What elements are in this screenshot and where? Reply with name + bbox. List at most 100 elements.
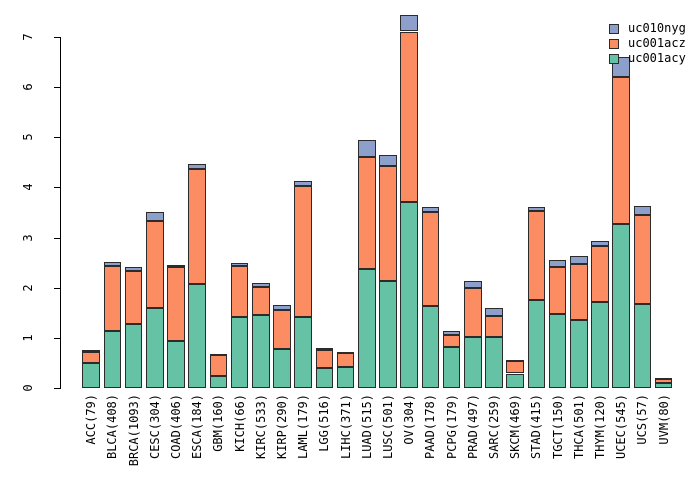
x-axis-label: LAML(179) — [296, 394, 311, 460]
y-tick-label: 6 — [21, 83, 35, 91]
x-axis-label: KIRC(533) — [253, 394, 268, 460]
x-axis-label: KIRP(290) — [275, 394, 289, 460]
x-axis-label: BRCA(1093) — [126, 394, 141, 467]
x-axis-label: PRAD(497) — [465, 394, 480, 460]
bar-segment-uc010nyg — [358, 140, 376, 157]
legend-swatch-icon — [609, 38, 619, 49]
bar-segment-uc001acz — [336, 352, 355, 368]
bar-segment-uc001acz — [506, 361, 524, 374]
x-axis-label: TGCT(150) — [550, 394, 565, 460]
bar-segment-uc001acz — [358, 156, 376, 270]
x-axis-label: UCS(57) — [635, 394, 650, 445]
x-axis-label: ESCA(184) — [190, 394, 205, 460]
bar-segment-uc001acy — [273, 349, 291, 388]
x-axis-label: GBM(160) — [211, 394, 226, 452]
legend-swatch-icon — [609, 23, 619, 34]
x-axis-label: LUSC(501) — [381, 394, 395, 460]
y-tick — [54, 87, 60, 89]
bar-segment-uc001acy — [124, 324, 143, 388]
bar-segment-uc010nyg — [209, 353, 228, 356]
bar-segment-uc001acy — [82, 363, 100, 388]
bar-segment-uc001acz — [146, 220, 164, 309]
bar-segment-uc010nyg — [124, 267, 143, 271]
bar-segment-uc001acy — [230, 316, 249, 388]
y-tick-label: 0 — [21, 384, 35, 392]
x-axis-label: THYM(120) — [593, 394, 607, 460]
bar-segment-uc001acz — [421, 212, 440, 306]
x-axis-label: LIHC(371) — [338, 394, 353, 460]
bar-segment-uc001acz — [273, 309, 291, 350]
bar-segment-uc001acy — [485, 336, 503, 388]
x-axis-label: BLCA(408) — [105, 394, 120, 460]
x-axis-label: THCA(501) — [571, 394, 586, 460]
x-axis-label: PAAD(178) — [423, 394, 438, 460]
y-tick — [54, 237, 60, 239]
x-axis-label: SKCM(469) — [508, 394, 523, 460]
bar-segment-uc001acy — [464, 336, 482, 388]
bar-segment-uc001acz — [570, 264, 588, 320]
bar-segment-uc001acy — [570, 319, 588, 388]
bar-segment-uc001acy — [612, 224, 630, 388]
bar-segment-uc010nyg — [294, 181, 312, 187]
bar-segment-uc001acy — [400, 202, 418, 388]
x-axis-label: OV(304) — [402, 394, 417, 445]
bar-segment-uc001acy — [294, 316, 312, 388]
bar-segment-uc001acy — [591, 302, 609, 388]
bar-segment-uc001acy — [358, 269, 376, 388]
bar-segment-uc001acz — [188, 168, 206, 285]
bar-segment-uc001acz — [612, 76, 630, 224]
bar-segment-uc001acy — [548, 314, 567, 388]
bar-segment-uc010nyg — [548, 260, 567, 267]
x-axis-label: LUAD(515) — [359, 394, 374, 460]
bar-segment-uc010nyg — [188, 163, 206, 169]
bar-segment-uc001acz — [591, 245, 609, 303]
y-tick-label: 7 — [21, 33, 35, 41]
bar-segment-uc010nyg — [315, 348, 334, 351]
legend-item: uc001acz — [609, 36, 686, 51]
bar-segment-uc001acy — [315, 367, 334, 388]
legend-swatch-icon — [609, 53, 619, 64]
bar-segment-uc001acy — [209, 376, 228, 388]
bar-segment-uc010nyg — [146, 212, 164, 221]
bar-segment-uc001acy — [442, 347, 461, 388]
legend-label: uc001acy — [628, 51, 686, 65]
x-axis-label: ACC(79) — [84, 394, 99, 445]
bar-segment-uc001acy — [654, 383, 673, 388]
bar-segment-uc010nyg — [506, 359, 524, 362]
y-tick — [54, 37, 60, 38]
x-axis-label: COAD(406) — [169, 394, 183, 460]
x-axis-label: KICH(66) — [232, 394, 247, 452]
bar-segment-uc010nyg — [400, 14, 418, 32]
bar-segment-uc010nyg — [336, 351, 355, 354]
y-tick — [54, 337, 60, 339]
bar-segment-uc001acy — [336, 367, 355, 388]
bar-segment-uc001acy — [167, 340, 185, 388]
bar-segment-uc001acz — [167, 266, 185, 341]
y-tick-label: 1 — [21, 334, 35, 342]
x-axis-label: SARC(259) — [487, 394, 501, 460]
bar-segment-uc001acy — [146, 308, 164, 388]
bar-segment-uc001acz — [400, 31, 418, 202]
bar-segment-uc001acz — [252, 287, 270, 316]
bar-segment-uc001acz — [485, 315, 503, 337]
legend: uc010nyg uc001acz uc001acy — [609, 21, 686, 66]
bar-segment-uc001acy — [527, 300, 546, 389]
bar-segment-uc010nyg — [464, 280, 482, 289]
bar-segment-uc010nyg — [82, 350, 100, 353]
y-tick — [54, 388, 60, 389]
bar-segment-uc001acz — [527, 211, 546, 301]
bar-segment-uc010nyg — [230, 262, 249, 267]
bar-segment-uc010nyg — [442, 331, 461, 336]
bar-segment-uc010nyg — [273, 304, 291, 310]
bar-segment-uc001acz — [82, 351, 100, 364]
bar-segment-uc001acy — [188, 284, 206, 388]
x-axis-label: UVM(80) — [656, 394, 671, 445]
y-tick-label: 2 — [21, 284, 35, 292]
bar-segment-uc001acz — [124, 270, 143, 325]
x-axis-label: PCPG(179) — [444, 394, 459, 460]
bar-segment-uc001acy — [506, 373, 524, 388]
x-axis-label: CESC(304) — [147, 394, 162, 460]
x-axis-label: STAD(415) — [529, 394, 544, 460]
bar-segment-uc010nyg — [421, 207, 440, 212]
